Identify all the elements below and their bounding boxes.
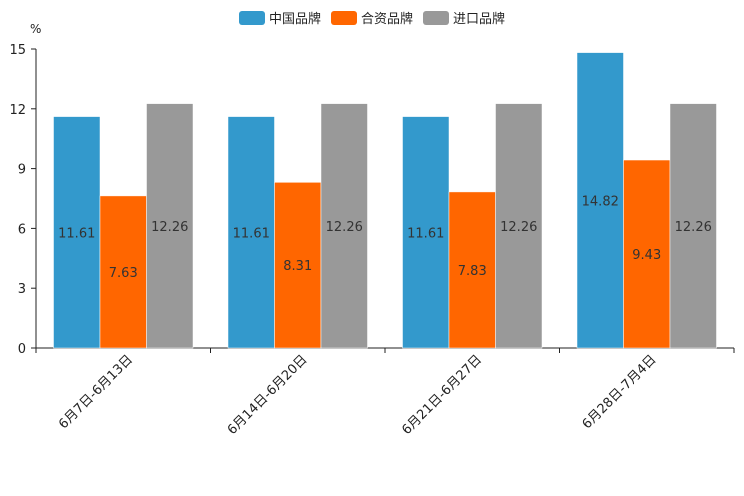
bar — [146, 103, 194, 349]
y-tick-label: 9 — [18, 163, 26, 178]
legend-item-import-brand[interactable]: 进口品牌 — [423, 8, 505, 27]
legend: 中国品牌 合资品牌 进口品牌 — [0, 8, 744, 27]
bar — [99, 195, 147, 349]
bar — [448, 191, 496, 349]
data-label: 11.61 — [407, 226, 444, 241]
x-tick-label: 6月14日-6月20日 — [225, 352, 311, 438]
bar — [669, 103, 717, 349]
legend-label-china: 中国品牌 — [268, 12, 321, 27]
x-tick-label: 6月28日-7月4日 — [580, 352, 660, 432]
legend-label-import: 进口品牌 — [453, 12, 506, 27]
x-tick-label: 6月7日-6月13日 — [56, 352, 136, 432]
data-label: 7.63 — [109, 266, 138, 281]
y-axis-unit: % — [30, 22, 42, 36]
y-tick-label: 15 — [9, 43, 26, 58]
bar — [53, 116, 101, 349]
legend-swatch-import — [423, 10, 449, 25]
data-label: 9.43 — [632, 248, 661, 263]
legend-swatch-china — [238, 10, 265, 25]
legend-label-joint-venture: 合资品牌 — [360, 12, 413, 27]
y-tick-label: 0 — [18, 342, 26, 357]
data-label: 12.26 — [151, 220, 188, 235]
y-tick-label: 6 — [18, 222, 26, 237]
legend-item-joint-venture-brand[interactable]: 合资品牌 — [330, 8, 413, 27]
data-label: 12.26 — [326, 220, 363, 235]
bar — [227, 116, 275, 349]
data-label: 11.61 — [233, 226, 270, 241]
bar — [402, 116, 450, 349]
x-tick-label: 6月21日-6月27日 — [399, 352, 485, 438]
y-tick-label: 3 — [18, 282, 26, 297]
data-label: 7.83 — [458, 264, 487, 279]
legend-item-china-brand[interactable]: 中国品牌 — [238, 8, 321, 27]
data-label: 11.61 — [58, 226, 95, 241]
bar — [320, 103, 368, 349]
data-label: 12.26 — [675, 220, 712, 235]
data-label: 14.82 — [582, 194, 619, 209]
bar — [274, 182, 322, 349]
data-label: 12.26 — [500, 220, 537, 235]
y-tick-label: 12 — [9, 103, 26, 118]
bar — [495, 103, 543, 349]
data-label: 8.31 — [283, 259, 312, 274]
legend-swatch-joint-venture — [330, 10, 357, 25]
bar — [576, 52, 624, 349]
